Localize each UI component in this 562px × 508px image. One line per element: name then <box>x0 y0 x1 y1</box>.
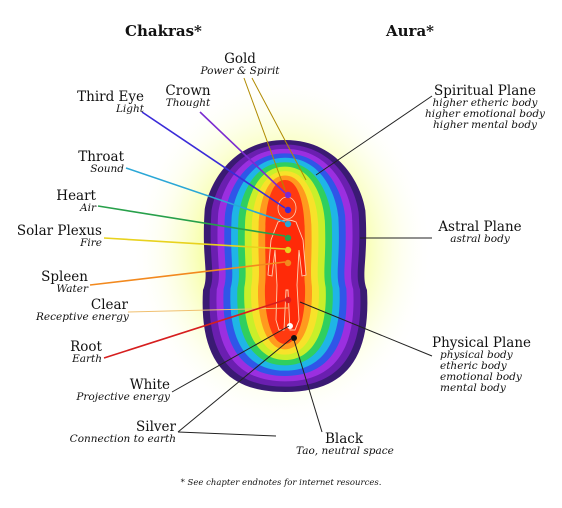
label-solar-plexus-desc: Fire <box>80 237 102 250</box>
label-root-desc: Earth <box>72 353 102 366</box>
chakra-points <box>284 191 297 341</box>
label-third-eye-name: Third Eye <box>77 89 144 105</box>
label-spiritual-plane-name: Spiritual Plane <box>434 83 536 99</box>
label-spleen: Spleen Water <box>30 270 88 295</box>
line-root <box>103 299 286 359</box>
label-spleen-desc: Water <box>56 283 88 296</box>
label-spiritual-line-3: higher mental body <box>433 119 537 132</box>
label-astral-line-1: astral body <box>450 233 510 246</box>
label-black-name: Black <box>324 431 364 447</box>
line-silver-a <box>177 337 293 433</box>
line-physical <box>299 301 433 357</box>
line-spleen <box>89 261 286 286</box>
label-physical-line-3: emotional body <box>440 371 522 384</box>
label-clear-desc: Receptive energy <box>36 311 129 324</box>
label-heart: Heart Air <box>40 189 96 214</box>
aura-header: Aura* <box>386 22 435 40</box>
line-throat <box>125 167 286 223</box>
label-silver: Silver Connection to earth <box>68 420 176 445</box>
label-spiritual-line-1: higher etheric body <box>432 97 538 110</box>
line-spiritual <box>315 95 433 176</box>
label-throat: Throat Sound <box>62 150 124 175</box>
label-silver-name: Silver <box>136 419 176 435</box>
leader-lines <box>89 77 433 437</box>
heart-dot <box>284 234 292 242</box>
label-physical-line-2: etheric body <box>440 360 507 373</box>
label-physical-plane-name: Physical Plane <box>432 335 532 351</box>
label-root-name: Root <box>70 339 102 355</box>
label-astral-plane: Astral Plane astral body <box>432 220 528 245</box>
label-root: Root Earth <box>58 340 102 365</box>
label-heart-name: Heart <box>56 188 96 204</box>
root-dot <box>284 296 292 304</box>
spleen-dot <box>284 259 292 267</box>
white-dot <box>287 323 293 329</box>
label-spleen-name: Spleen <box>41 269 88 285</box>
line-clear <box>127 307 289 313</box>
label-physical-line-4: mental body <box>440 382 506 395</box>
line-heart <box>97 205 286 237</box>
label-gold-name: Gold <box>224 51 256 67</box>
label-black-desc: Tao, neutral space <box>296 445 394 458</box>
label-third-eye: Third Eye Light <box>62 90 144 115</box>
label-white: White Projective energy <box>76 378 170 403</box>
label-clear-name: Clear <box>90 297 128 313</box>
label-silver-desc: Connection to earth <box>69 433 176 446</box>
line-gold-b <box>251 77 307 181</box>
third-eye-dot <box>284 206 292 214</box>
line-white <box>171 325 290 393</box>
label-clear: Clear Receptive energy <box>36 297 129 324</box>
label-throat-desc: Sound <box>90 163 124 176</box>
line-black <box>293 339 323 433</box>
label-gold-desc: Power & Spirit <box>200 65 280 78</box>
label-throat-name: Throat <box>78 149 124 165</box>
label-physical-line-1: physical body <box>440 349 513 362</box>
label-white-desc: Projective energy <box>76 391 170 404</box>
label-solar-plexus: Solar Plexus Fire <box>4 224 102 249</box>
line-third-eye <box>141 111 286 209</box>
label-crown-desc: Thought <box>165 97 211 110</box>
label-spiritual-line-2: higher emotional body <box>425 108 545 121</box>
label-crown-name: Crown <box>165 83 211 99</box>
throat-dot <box>284 220 292 228</box>
label-gold: Gold Power & Spirit <box>188 52 292 77</box>
label-crown: Crown Thought <box>156 84 220 109</box>
label-solar-plexus-name: Solar Plexus <box>16 223 102 239</box>
label-astral-plane-name: Astral Plane <box>438 219 522 235</box>
chakras-header: Chakras* <box>125 22 202 40</box>
line-gold-a <box>243 77 286 191</box>
line-silver-b <box>177 431 277 437</box>
label-heart-desc: Air <box>80 202 96 215</box>
footnote: * See chapter endnotes for internet reso… <box>180 478 382 488</box>
crown-dot <box>284 191 292 199</box>
line-solar-plexus <box>103 237 286 250</box>
label-white-name: White <box>129 377 170 393</box>
label-spiritual-plane: Spiritual Plane higher etheric body high… <box>418 84 552 131</box>
solar-plexus-dot <box>284 246 292 254</box>
label-physical-plane: Physical Plane physical body etheric bod… <box>432 336 548 394</box>
label-third-eye-desc: Light <box>115 103 144 116</box>
line-crown <box>199 111 286 194</box>
label-black: Black Tao, neutral space <box>296 431 394 458</box>
black-dot <box>291 335 297 341</box>
